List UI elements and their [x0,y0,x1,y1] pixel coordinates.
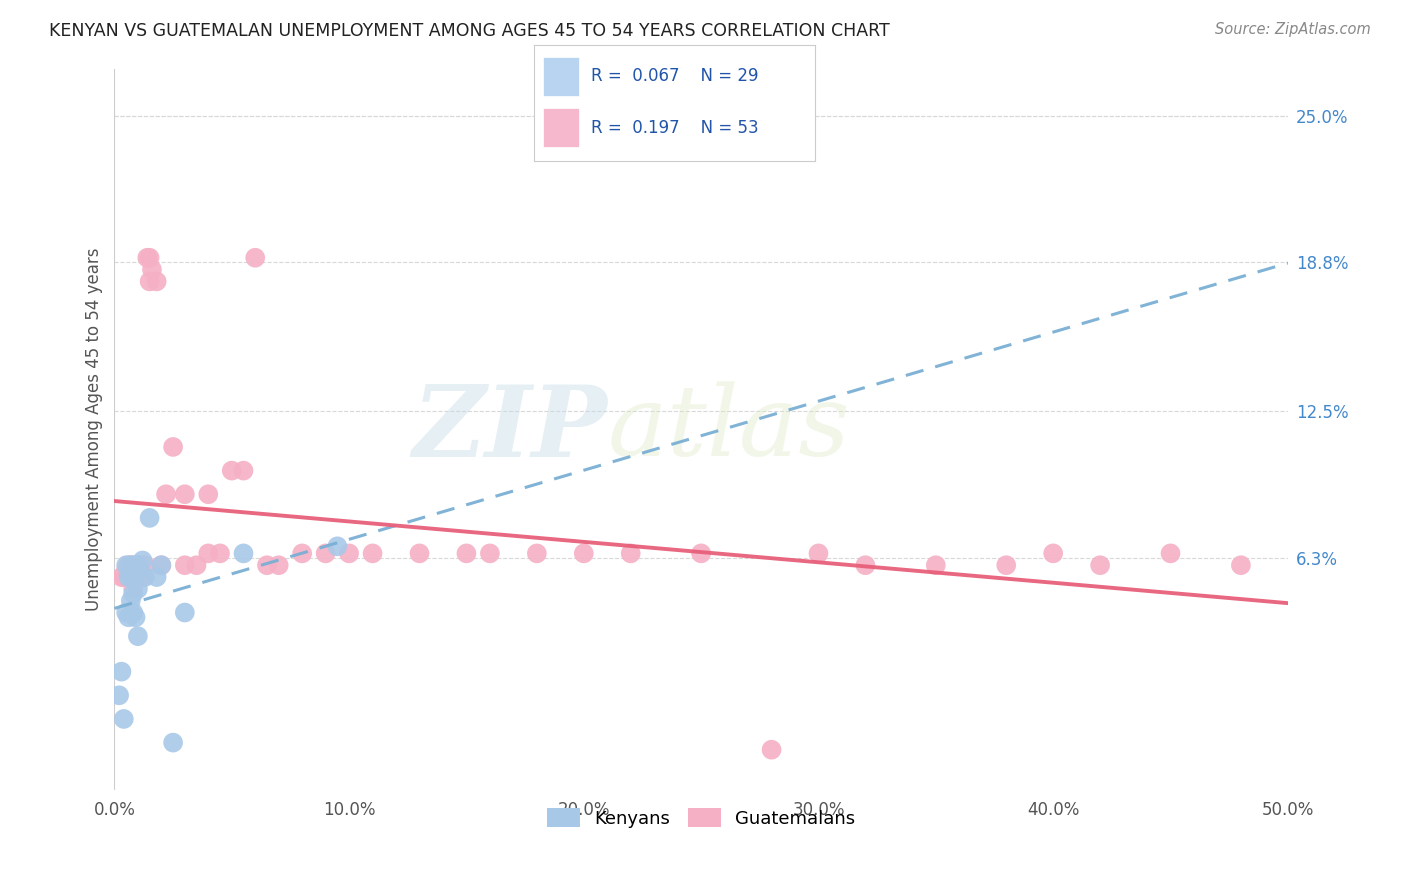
Point [478,546,501,560]
Text: R =  0.197    N = 53: R = 0.197 N = 53 [591,119,758,136]
Text: atlas: atlas [607,382,851,477]
Point [112,712,135,726]
Point [122,558,145,573]
Point [995,558,1018,573]
Point [572,546,595,560]
Point [145,570,167,584]
Point [173,487,195,501]
Point [1230,558,1253,573]
Point [115,606,138,620]
Point [110,665,132,679]
Legend: Kenyans, Guatemalans: Kenyans, Guatemalans [540,801,862,835]
Point [138,274,160,288]
Point [108,688,131,702]
Point [526,546,548,560]
Point [115,558,138,573]
Point [127,570,149,584]
FancyBboxPatch shape [543,57,579,95]
Point [232,464,254,478]
Point [117,570,139,584]
Point [129,563,152,577]
Y-axis label: Unemployment Among Ages 45 to 54 years: Unemployment Among Ages 45 to 54 years [86,247,103,611]
Point [162,736,184,750]
Point [761,742,783,756]
Point [1160,546,1182,560]
Point [145,274,167,288]
Point [361,546,384,560]
Point [337,546,360,560]
Point [117,558,139,573]
Point [256,558,278,573]
Point [127,558,149,573]
FancyBboxPatch shape [543,109,579,146]
Point [197,487,219,501]
Point [138,251,160,265]
Point [315,546,337,560]
Point [150,558,173,573]
Point [115,563,138,577]
Point [131,570,153,584]
Point [129,558,152,573]
Point [208,546,231,560]
Point [131,553,153,567]
Point [1088,558,1111,573]
Point [186,558,208,573]
Point [162,440,184,454]
Point [127,629,149,643]
Point [120,558,142,573]
Point [127,558,149,573]
Point [112,570,135,584]
Point [326,539,349,553]
Point [155,487,177,501]
Point [173,606,195,620]
Point [620,546,643,560]
Point [138,511,160,525]
Point [127,582,149,596]
Point [150,558,173,573]
Point [408,546,430,560]
Point [134,570,156,584]
Point [134,558,156,573]
Point [221,464,243,478]
Text: R =  0.067    N = 29: R = 0.067 N = 29 [591,68,758,86]
Point [124,610,146,624]
Point [807,546,830,560]
Point [122,582,145,596]
Point [110,570,132,584]
Point [120,570,142,584]
Point [124,558,146,573]
Point [267,558,290,573]
Point [855,558,877,573]
Text: KENYAN VS GUATEMALAN UNEMPLOYMENT AMONG AGES 45 TO 54 YEARS CORRELATION CHART: KENYAN VS GUATEMALAN UNEMPLOYMENT AMONG … [49,22,890,40]
Point [232,546,254,560]
Point [120,570,142,584]
Point [122,570,145,584]
Point [136,251,159,265]
Point [122,586,145,600]
Point [124,563,146,577]
Point [197,546,219,560]
Text: Source: ZipAtlas.com: Source: ZipAtlas.com [1215,22,1371,37]
Point [117,610,139,624]
Point [141,262,163,277]
Point [1042,546,1064,560]
Point [291,546,314,560]
Point [122,606,145,620]
Point [120,593,142,607]
Point [690,546,713,560]
Point [456,546,478,560]
Text: ZIP: ZIP [412,381,607,477]
Point [173,558,195,573]
Point [120,558,142,573]
Point [124,570,146,584]
Point [245,251,267,265]
Point [925,558,948,573]
